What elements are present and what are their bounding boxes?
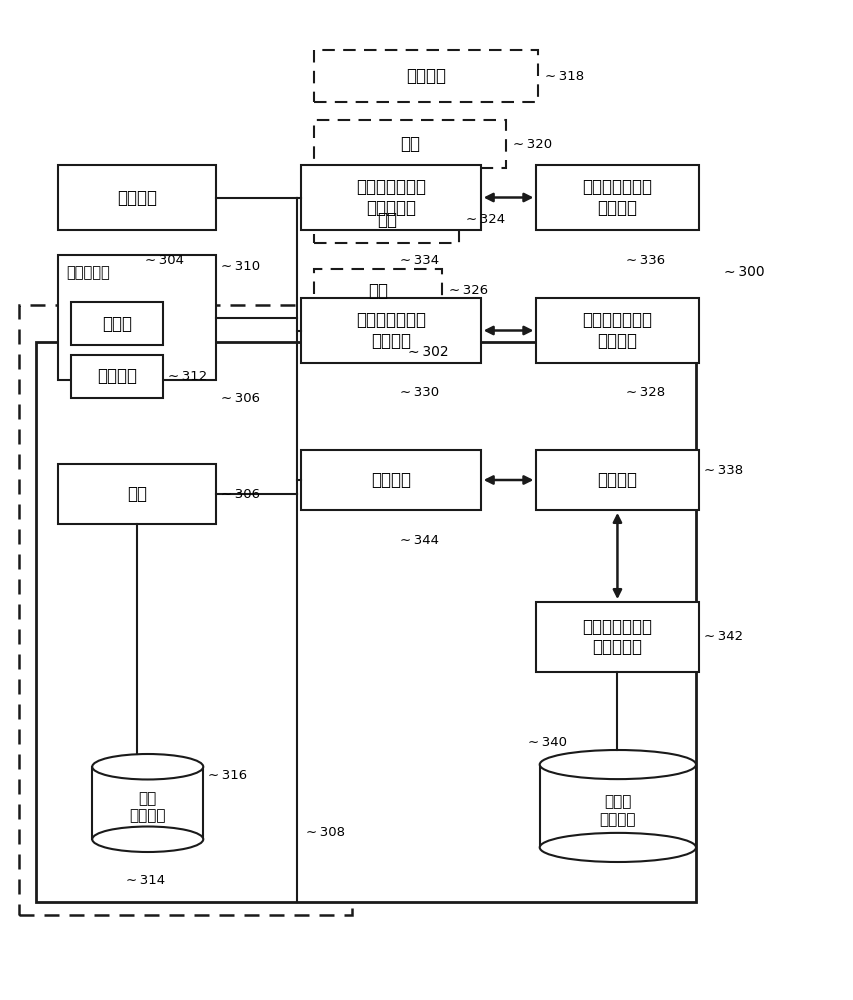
Ellipse shape (92, 827, 203, 852)
Text: ∼ 338: ∼ 338 (703, 464, 742, 477)
Text: ∼ 304: ∼ 304 (145, 253, 183, 266)
Bar (71, 302, 163, 345)
Bar (314, 50, 537, 102)
Text: 接口: 接口 (127, 485, 147, 503)
Bar (92, 767, 203, 839)
Bar (314, 120, 506, 168)
Text: （一个或多个）
输出适配器: （一个或多个） 输出适配器 (356, 178, 426, 217)
Text: 易失性: 易失性 (102, 314, 132, 332)
Ellipse shape (539, 833, 695, 862)
Bar (58, 255, 216, 380)
Text: 通信连接: 通信连接 (371, 471, 410, 489)
Text: ∼ 342: ∼ 342 (703, 631, 742, 644)
Text: 存储器
存储设备: 存储器 存储设备 (599, 794, 635, 827)
Text: ∼ 306: ∼ 306 (221, 488, 260, 500)
Text: ∼ 326: ∼ 326 (449, 284, 488, 297)
Bar (314, 269, 442, 313)
Text: （一个或多个）
输入装置: （一个或多个） 输入装置 (582, 311, 652, 350)
Text: ∼ 310: ∼ 310 (221, 260, 260, 273)
Bar (536, 602, 698, 672)
Bar (301, 298, 480, 363)
Text: ∼ 302: ∼ 302 (408, 345, 449, 359)
Text: （一个或多个）
输出装置: （一个或多个） 输出装置 (582, 178, 652, 217)
Bar (58, 464, 216, 524)
Text: ∼ 306: ∼ 306 (221, 391, 260, 404)
Bar (58, 165, 216, 230)
Bar (71, 355, 163, 398)
Text: ∼ 316: ∼ 316 (208, 769, 247, 782)
Ellipse shape (539, 750, 695, 779)
Text: ∼ 308: ∼ 308 (305, 826, 345, 838)
Text: ∼ 318: ∼ 318 (544, 70, 583, 83)
Bar (539, 765, 695, 847)
Text: 应用: 应用 (400, 135, 420, 153)
Text: ∼ 328: ∼ 328 (624, 386, 664, 399)
Text: ∼ 312: ∼ 312 (168, 370, 207, 383)
Bar (301, 165, 480, 230)
Bar (301, 450, 480, 510)
Text: ∼ 300: ∼ 300 (723, 265, 764, 279)
Bar (19, 305, 351, 915)
Bar (536, 298, 698, 363)
Text: ∼ 340: ∼ 340 (527, 736, 566, 748)
Text: （一个或多个）
接口端口: （一个或多个） 接口端口 (356, 311, 426, 350)
Text: 系统存储器: 系统存储器 (67, 265, 110, 280)
Text: 数据: 数据 (368, 282, 388, 300)
Bar (536, 450, 698, 510)
Text: ∼ 314: ∼ 314 (125, 874, 165, 886)
Text: 操作系统: 操作系统 (406, 67, 445, 85)
Text: 网络接口: 网络接口 (597, 471, 636, 489)
Bar (536, 165, 698, 230)
Text: 处理单元: 处理单元 (117, 188, 157, 207)
Text: ∼ 320: ∼ 320 (513, 137, 552, 150)
Text: ∼ 324: ∼ 324 (466, 213, 505, 226)
Text: ∼ 344: ∼ 344 (399, 534, 438, 546)
Text: 模块: 模块 (376, 211, 397, 229)
Text: ∼ 336: ∼ 336 (624, 253, 664, 266)
Bar (314, 196, 459, 243)
Text: 磁盘
存储设备: 磁盘 存储设备 (130, 791, 165, 823)
Text: ∼ 330: ∼ 330 (399, 386, 438, 399)
Text: ∼ 334: ∼ 334 (399, 253, 438, 266)
Bar (36, 342, 695, 902)
Ellipse shape (92, 754, 203, 779)
Text: （一个或多个）
远程计算机: （一个或多个） 远程计算机 (582, 618, 652, 656)
Text: 非易失性: 非易失性 (97, 367, 136, 385)
